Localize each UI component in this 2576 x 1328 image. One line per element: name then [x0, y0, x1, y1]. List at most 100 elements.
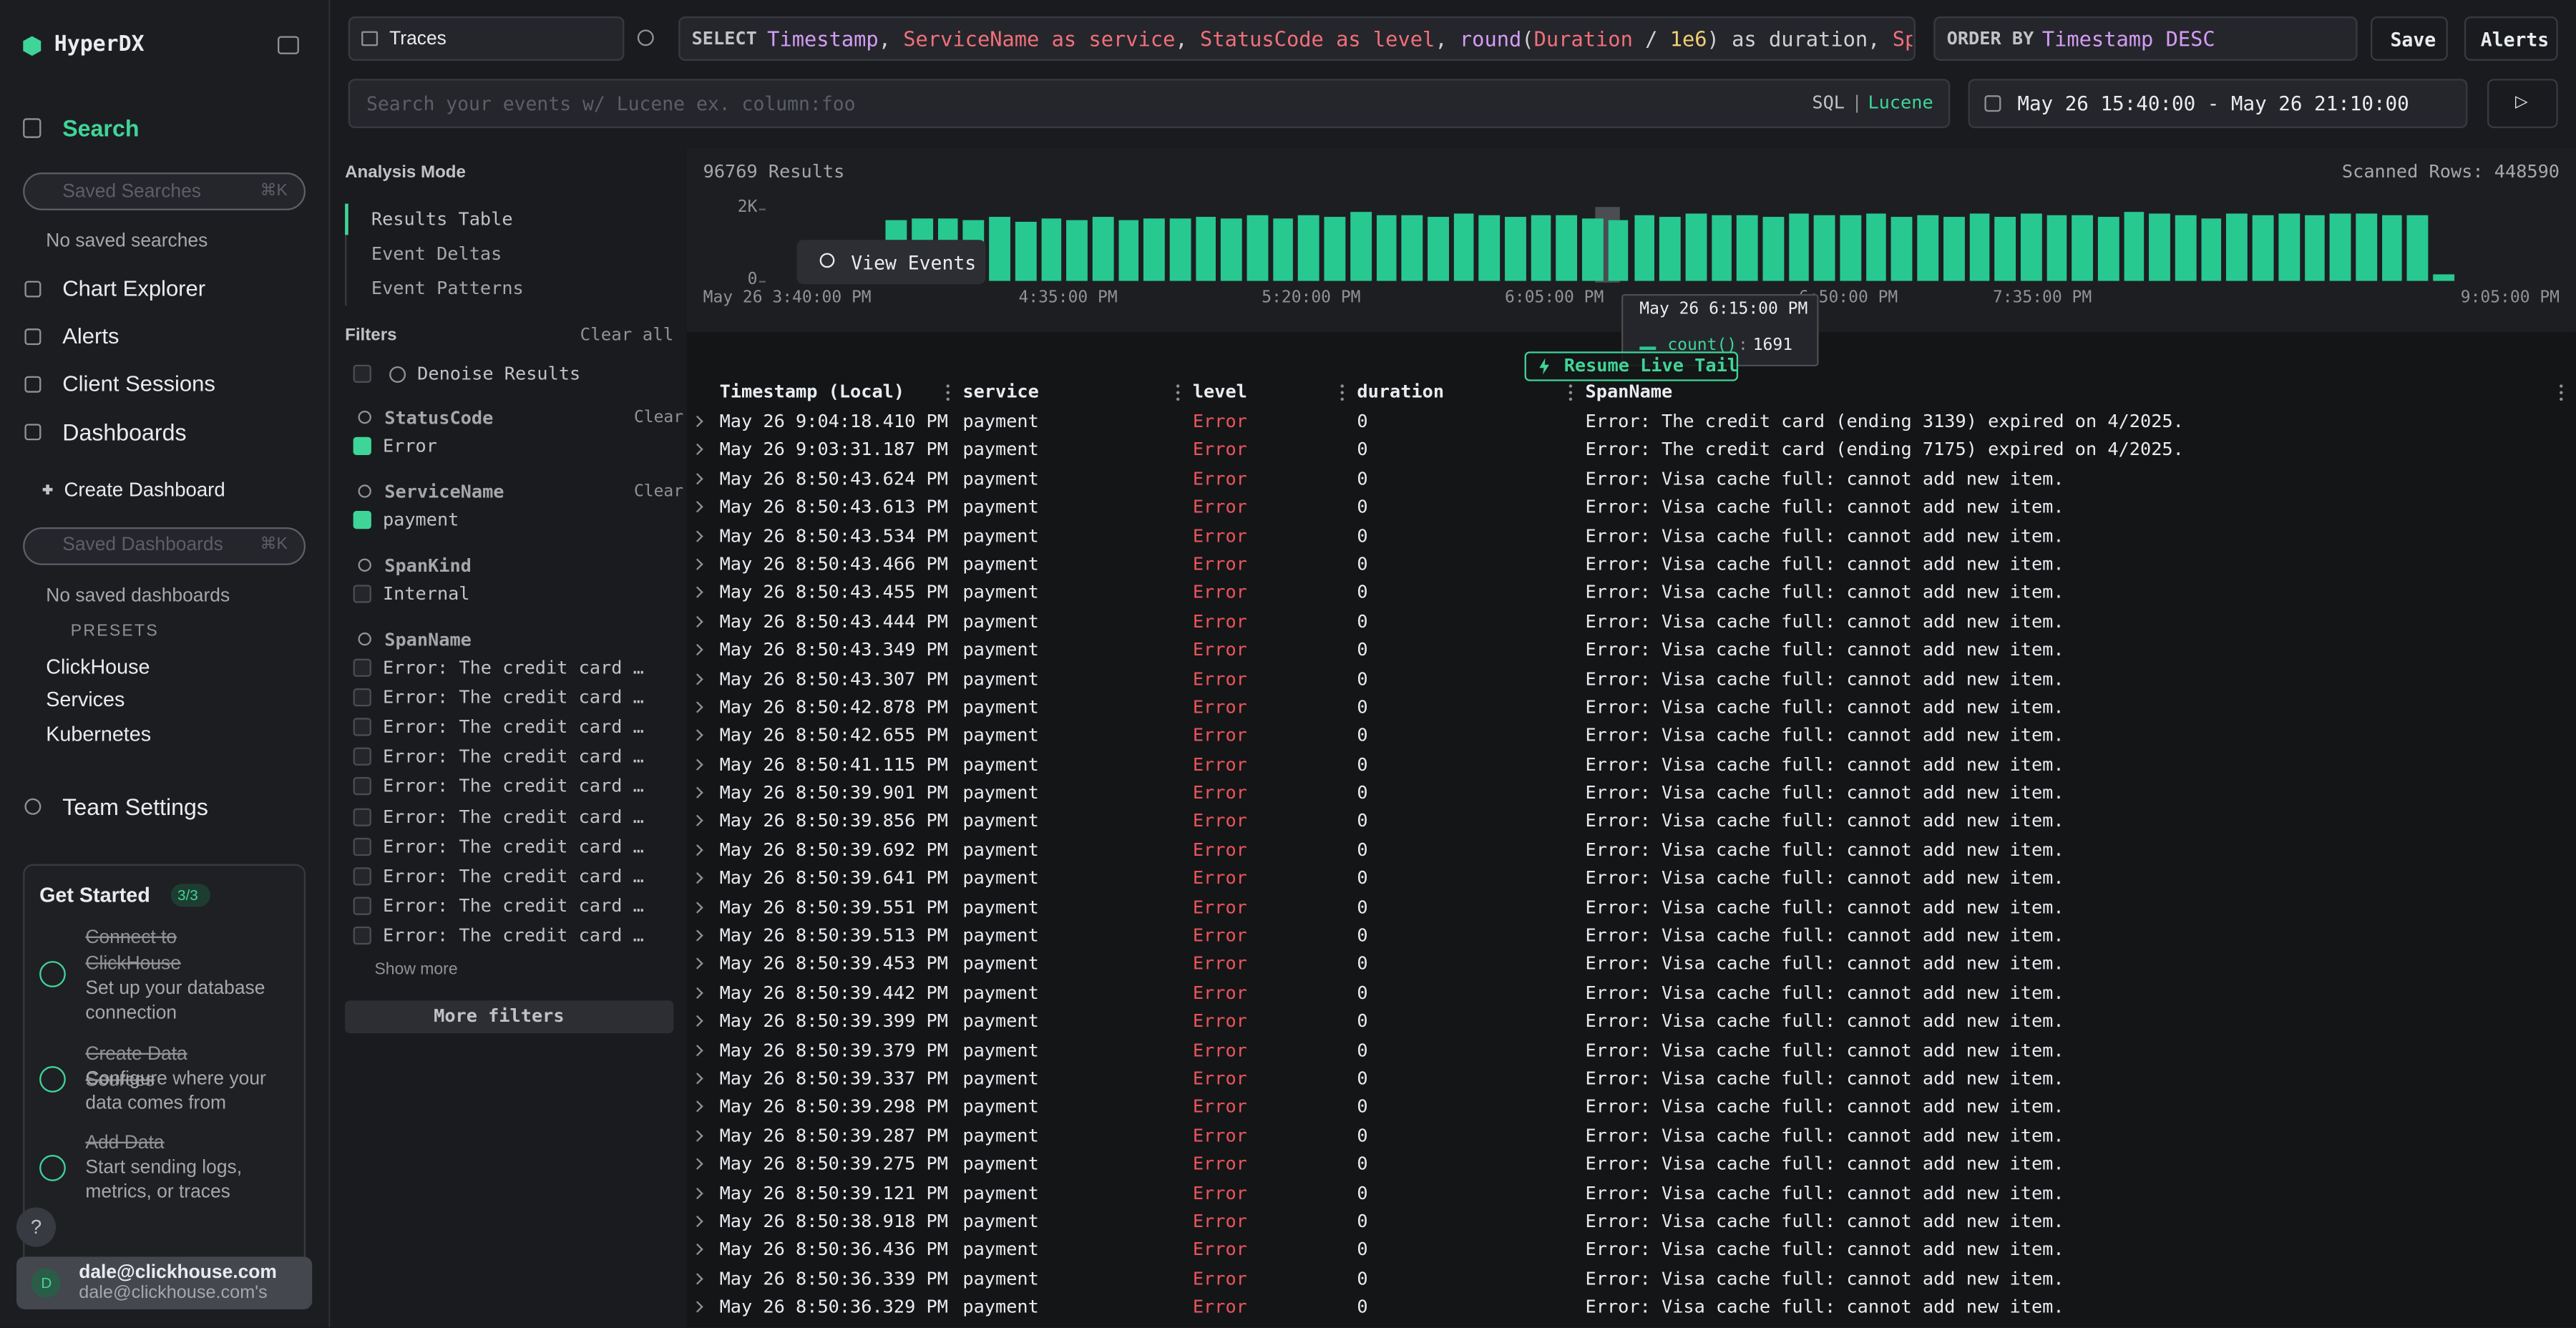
sql-keyword: ORDER BY: [1947, 26, 2034, 53]
table-cell: May 26 8:50:43.349 PM: [720, 638, 948, 664]
histogram-bar: [2253, 215, 2273, 281]
table-cell: 0: [1357, 1209, 1367, 1236]
card-title: Get Started: [39, 882, 150, 909]
table-cell: Error: Visa cache full: cannot add new i…: [1586, 723, 2064, 750]
filter-clear[interactable]: Clear: [634, 479, 683, 506]
x-tick-label: 7:35:00 PM: [1993, 285, 2092, 312]
checkbox[interactable]: [353, 718, 371, 736]
preset[interactable]: Kubernetes: [46, 721, 151, 748]
table-cell: 0: [1357, 580, 1367, 607]
analysis-option[interactable]: Event Patterns: [371, 276, 524, 303]
histogram-bar: [1814, 215, 1835, 280]
tooltip-value: 1691: [1753, 333, 1792, 360]
checkbox[interactable]: [353, 897, 371, 914]
y-tick-label: 2K: [738, 195, 758, 222]
mode-active: [345, 204, 348, 235]
source-icon: [361, 31, 378, 47]
checkbox[interactable]: [353, 585, 371, 602]
histogram-bar: [1479, 215, 1500, 280]
column-header[interactable]: Timestamp (Local): [720, 379, 905, 406]
table-cell: payment: [962, 494, 1038, 521]
histogram-bar: [1788, 213, 1809, 281]
filter-value: Error: The credit card …: [383, 655, 644, 682]
table-cell: 0: [1357, 866, 1367, 892]
column-menu: [1176, 383, 1180, 401]
empty-text: No saved dashboards: [46, 583, 230, 610]
histogram-bar: [1634, 215, 1654, 280]
step-title: Add Data: [85, 1131, 250, 1157]
step-desc: Set up your database connection: [85, 977, 291, 1027]
column-header[interactable]: service: [962, 379, 1038, 406]
histogram-bar: [1737, 215, 1757, 281]
column-header[interactable]: SpanName: [1586, 379, 1673, 406]
clear-all[interactable]: Clear all: [580, 322, 674, 348]
checkbox[interactable]: [353, 778, 371, 796]
checkbox[interactable]: [353, 927, 371, 944]
table-cell: 0: [1357, 695, 1367, 721]
column-header[interactable]: level: [1193, 379, 1247, 406]
step-desc: Start sending logs, metrics, or traces: [85, 1156, 291, 1206]
analysis-option[interactable]: Event Deltas: [371, 241, 502, 268]
nav-item[interactable]: Dashboards: [62, 419, 186, 445]
filter-clear[interactable]: Clear: [634, 406, 683, 432]
table-cell: Error: Visa cache full: cannot add new i…: [1586, 638, 2064, 664]
table-cell: May 26 8:50:39.641 PM: [720, 866, 948, 892]
mode-sql[interactable]: SQL: [1812, 90, 1845, 117]
plus-icon: [47, 484, 49, 494]
histogram-bar: [1556, 216, 1577, 281]
nav-icon: [24, 424, 41, 440]
x-tick-label: 9:05:00 PM: [2461, 285, 2560, 312]
table-cell: 0: [1357, 1237, 1367, 1264]
histogram-bar: [1067, 220, 1088, 281]
column-header[interactable]: duration: [1357, 379, 1444, 406]
nav-item[interactable]: Alerts: [62, 323, 119, 350]
table-cell: Error: Visa cache full: cannot add new i…: [1586, 695, 2064, 721]
checkbox[interactable]: [353, 807, 371, 825]
table-cell: payment: [962, 1123, 1038, 1150]
checkbox[interactable]: [353, 511, 371, 529]
collapse-icon[interactable]: [278, 36, 299, 54]
table-cell: Error: [1193, 438, 1247, 464]
checkbox[interactable]: [353, 748, 371, 766]
table-cell: Error: [1193, 638, 1247, 664]
nav-item[interactable]: Chart Explorer: [62, 276, 205, 303]
table-cell: Error: Visa cache full: cannot add new i…: [1586, 1181, 2064, 1207]
checkbox[interactable]: [353, 437, 371, 455]
checkbox[interactable]: [353, 365, 371, 383]
help-text: ?: [31, 1214, 42, 1241]
nav-item[interactable]: Client Sessions: [62, 371, 215, 398]
table-cell: 0: [1357, 723, 1367, 750]
sql-token: ServiceName as service: [903, 26, 1175, 51]
table-cell: Error: [1193, 1009, 1247, 1035]
checkbox[interactable]: [353, 867, 371, 885]
preset[interactable]: ClickHouse: [46, 654, 150, 680]
histogram-bar: [2330, 214, 2351, 280]
table-cell: Error: [1193, 894, 1247, 921]
filter-value: Error: The credit card …: [383, 685, 644, 712]
checkbox[interactable]: [353, 837, 371, 855]
preset[interactable]: Services: [46, 687, 125, 713]
show-more[interactable]: Show more: [374, 958, 457, 985]
table-cell: payment: [962, 952, 1038, 978]
nav-item[interactable]: Team Settings: [62, 794, 208, 820]
checkbox[interactable]: [353, 659, 371, 677]
table-cell: 0: [1357, 1038, 1367, 1064]
create-dashboard[interactable]: Create Dashboard: [64, 477, 225, 503]
checkbox[interactable]: [353, 688, 371, 706]
table-cell: Error: Visa cache full: cannot add new i…: [1586, 952, 2064, 978]
filter-group: ServiceName: [384, 479, 504, 506]
table-cell: Error: [1193, 580, 1247, 607]
mode-sep: |: [1851, 90, 1862, 117]
histogram-bar: [1093, 217, 1113, 281]
empty-text: No saved searches: [46, 228, 208, 255]
analysis-option[interactable]: Results Table: [371, 207, 513, 233]
table-cell: payment: [962, 923, 1038, 949]
gear-icon[interactable]: [638, 29, 654, 46]
nav-search[interactable]: Search: [62, 115, 139, 142]
table-cell: Error: [1193, 1152, 1247, 1178]
histogram-bar: [1118, 220, 1139, 280]
table-cell: May 26 8:50:36.436 PM: [720, 1237, 948, 1264]
table-cell: payment: [962, 1294, 1038, 1321]
mode-lucene[interactable]: Lucene: [1868, 90, 1933, 117]
